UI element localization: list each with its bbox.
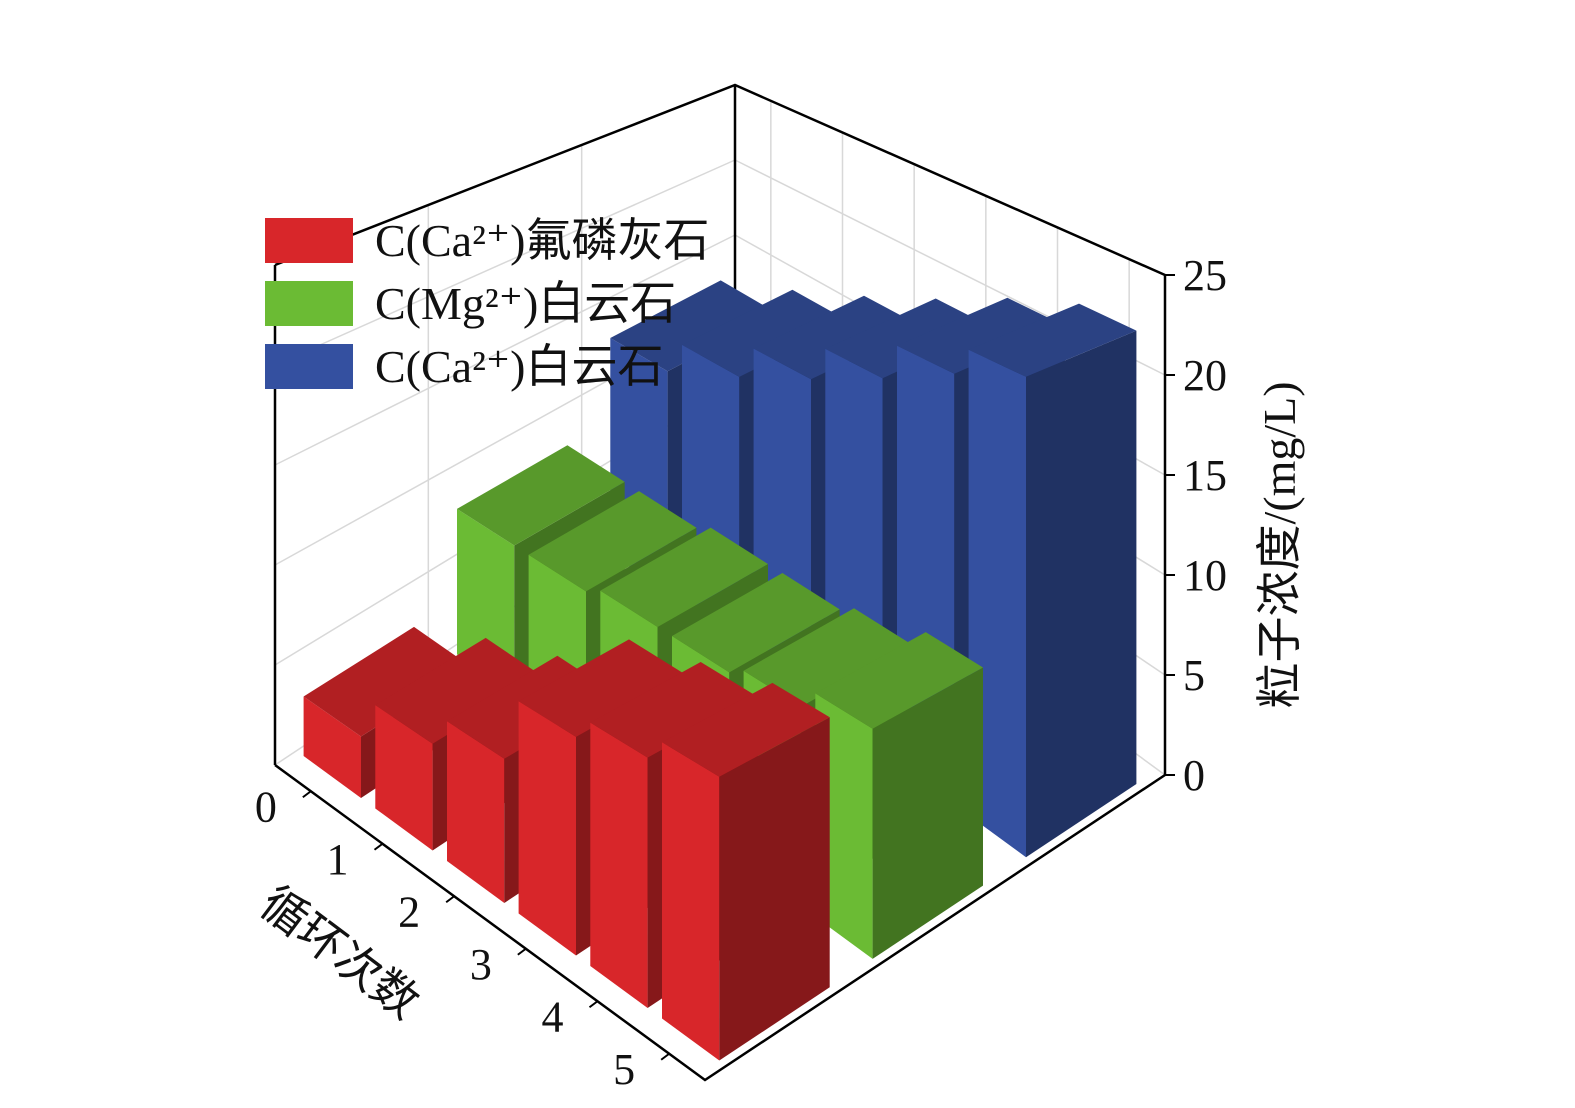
bar-top (825, 298, 993, 379)
bar (815, 632, 983, 959)
frame-bottom (274, 763, 1166, 1082)
bar-top (682, 289, 850, 377)
bar-top (457, 445, 625, 546)
y-tick-label: 5 (1183, 651, 1205, 700)
legend-swatch (265, 344, 353, 389)
x-tick-label: 1 (327, 835, 349, 884)
y-tick-label: 10 (1183, 551, 1227, 600)
bar-top (528, 491, 697, 592)
bar-top (303, 626, 472, 737)
bar-top (600, 527, 768, 627)
bar-front (662, 742, 720, 1061)
bar-top (610, 280, 778, 372)
bar-front (375, 705, 433, 851)
bar-side (872, 667, 983, 959)
bar-top (672, 573, 840, 673)
bar-top (662, 682, 830, 777)
x-tick (302, 790, 312, 799)
bar-top (375, 637, 543, 744)
bars (303, 280, 1137, 1061)
x-tick (588, 1000, 599, 1009)
y-tick-label: 0 (1183, 751, 1205, 800)
bar-front (590, 722, 648, 1008)
bar-side (719, 717, 830, 1061)
bar-front (518, 701, 576, 956)
bar-top (897, 297, 1065, 374)
y-tick-label: 25 (1183, 251, 1227, 300)
x-tick (660, 1052, 670, 1061)
bar-top (815, 632, 983, 729)
bar-top (590, 662, 758, 758)
bar-top (753, 295, 922, 380)
x-tick-label: 2 (398, 887, 420, 936)
x-tick-label: 4 (542, 992, 564, 1041)
bar-front (303, 696, 361, 798)
bar-side (1026, 330, 1137, 858)
y-axis-label: 粒子浓度/(mg/L) (1254, 381, 1305, 708)
legend-label: C(Ca²⁺)白云石 (375, 341, 664, 392)
bar-top (518, 639, 687, 737)
grid-line (274, 159, 736, 366)
bar (968, 303, 1137, 858)
x-tick (517, 947, 527, 956)
legend-label: C(Mg²⁺)白云石 (375, 278, 676, 329)
bar-top (968, 303, 1137, 377)
legend-swatch (265, 281, 353, 326)
legend-swatch (265, 218, 353, 263)
x-tick (445, 895, 455, 904)
legend-label: C(Ca²⁺)氟磷灰石 (375, 215, 710, 266)
x-tick (373, 842, 384, 851)
bar (662, 682, 830, 1061)
x-tick-label: 5 (613, 1045, 635, 1094)
x-tick-label: 3 (470, 940, 492, 989)
bar-top (743, 608, 912, 707)
legend: C(Ca²⁺)氟磷灰石 C(Mg²⁺)白云石 C(Ca²⁺)白云石 (265, 215, 710, 392)
y-tick-label: 20 (1183, 351, 1227, 400)
grid-line (274, 234, 736, 466)
bar-front (447, 721, 505, 903)
y-tick-label: 15 (1183, 451, 1227, 500)
x-tick-label: 0 (255, 782, 277, 831)
